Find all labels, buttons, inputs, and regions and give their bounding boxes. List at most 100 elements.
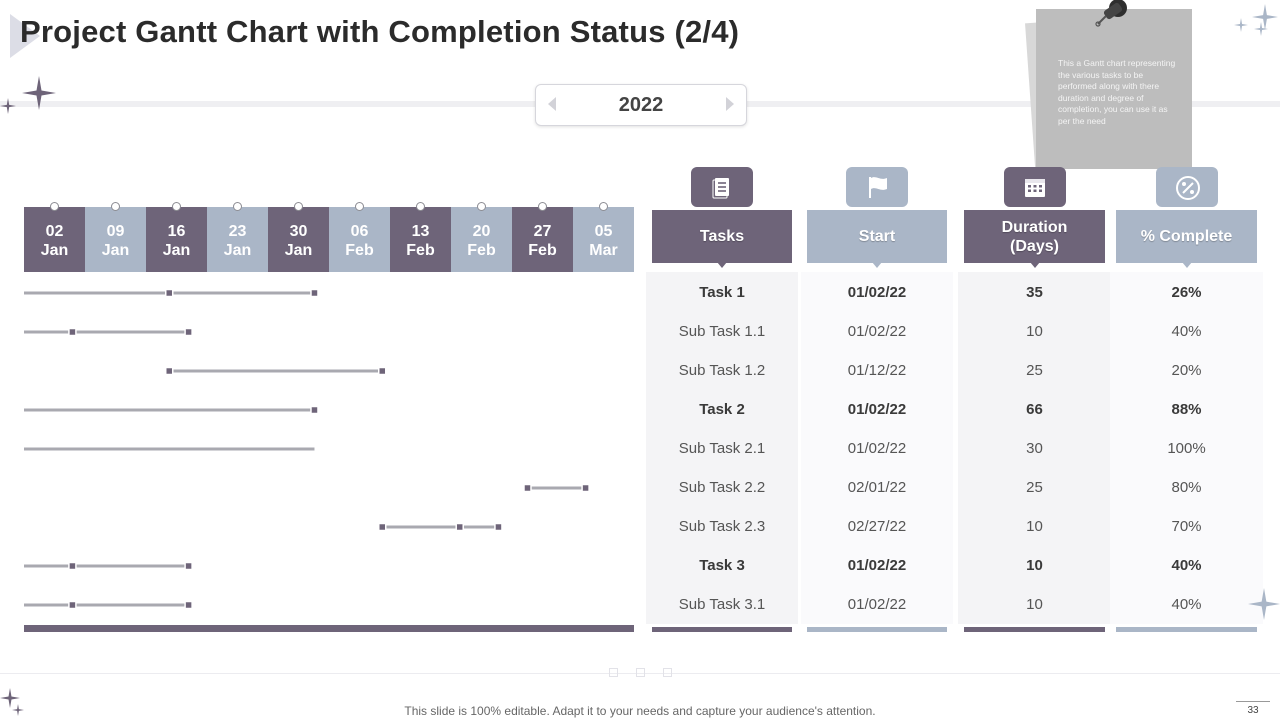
table-cell: 80% bbox=[1171, 479, 1202, 496]
gantt-bars bbox=[24, 288, 590, 610]
timeline-date: 30 Jan bbox=[268, 207, 329, 272]
sparkle-icon bbox=[12, 704, 24, 716]
table-cell: 88% bbox=[1171, 401, 1202, 418]
timeline-tick-dot bbox=[233, 202, 242, 211]
sparkle-icon bbox=[1234, 18, 1248, 32]
sparkle-icon bbox=[1252, 4, 1278, 30]
pushpin-icon bbox=[1095, 0, 1127, 27]
timeline-month-label: Jan bbox=[284, 242, 313, 259]
table-cell: 02/27/22 bbox=[847, 518, 907, 535]
gantt-progress-marker bbox=[164, 288, 174, 298]
year-selector[interactable]: 2022 bbox=[535, 84, 747, 126]
table-cell: 40% bbox=[1171, 557, 1202, 574]
gantt-bar bbox=[24, 288, 319, 298]
header-notch bbox=[717, 262, 727, 268]
table-cell: 10 bbox=[1026, 557, 1043, 574]
timeline-day-label: 30 bbox=[289, 223, 308, 240]
timeline-tick-dot bbox=[538, 202, 547, 211]
nav-dot[interactable] bbox=[636, 668, 645, 677]
timeline-tick-dot bbox=[416, 202, 425, 211]
gantt-bar bbox=[24, 561, 193, 571]
page-title: Project Gantt Chart with Completion Stat… bbox=[20, 14, 740, 49]
timeline-tick-dot bbox=[355, 202, 364, 211]
timeline-month-label: Feb bbox=[345, 242, 374, 259]
gantt-end-marker bbox=[310, 288, 319, 298]
timeline-footer-bar bbox=[24, 625, 634, 632]
timeline-month-label: Feb bbox=[528, 242, 557, 259]
nav-dot[interactable] bbox=[609, 668, 618, 677]
gantt-start-marker bbox=[378, 522, 387, 532]
chevron-right-icon[interactable] bbox=[726, 97, 734, 111]
gantt-progress-marker bbox=[68, 561, 77, 571]
gantt-start-marker bbox=[164, 366, 174, 376]
gantt-progress-marker bbox=[68, 327, 77, 337]
table-column-footer bbox=[807, 627, 947, 632]
checklist-icon bbox=[691, 167, 753, 207]
timeline-date: 13 Feb bbox=[390, 207, 451, 272]
sparkle-icon bbox=[1254, 22, 1268, 36]
table-column-footer bbox=[652, 627, 792, 632]
column-header: % Complete bbox=[1116, 210, 1257, 263]
timeline-date: 27 Feb bbox=[512, 207, 573, 272]
timeline-month-label: Mar bbox=[589, 242, 618, 259]
table-cell: 20% bbox=[1171, 362, 1202, 379]
timeline-date: 16 Jan bbox=[146, 207, 207, 272]
sparkle-icon bbox=[0, 98, 16, 114]
table-cell: 01/02/22 bbox=[847, 596, 907, 613]
table-cell: 26% bbox=[1171, 284, 1202, 301]
column-header: Start bbox=[807, 210, 947, 263]
gantt-end-marker bbox=[494, 522, 503, 532]
table-column-bg bbox=[958, 272, 1111, 624]
table-cell: 01/02/22 bbox=[847, 284, 907, 301]
table-cell: Task 3 bbox=[699, 557, 745, 574]
table-cell: 01/02/22 bbox=[847, 440, 907, 457]
gantt-end-marker bbox=[310, 405, 319, 415]
table-cell: 01/02/22 bbox=[847, 557, 907, 574]
gantt-end-marker bbox=[184, 561, 193, 571]
table-cell: Sub Task 1.1 bbox=[678, 323, 766, 340]
column-header: Duration (Days) bbox=[964, 210, 1105, 263]
timeline-month-label: Jan bbox=[101, 242, 130, 259]
gantt-bar bbox=[24, 600, 193, 610]
gantt-end-marker bbox=[184, 327, 193, 337]
timeline-day-label: 05 bbox=[594, 223, 613, 240]
timeline-month-label: Jan bbox=[223, 242, 252, 259]
timeline-date: 09 Jan bbox=[85, 207, 146, 272]
table-cell: 35 bbox=[1026, 284, 1043, 301]
gantt-bar bbox=[24, 327, 193, 337]
column-header: Tasks bbox=[652, 210, 792, 263]
calendar-icon bbox=[1003, 167, 1066, 207]
timeline-date: 20 Feb bbox=[451, 207, 512, 272]
timeline-day-label: 02 bbox=[45, 223, 64, 240]
timeline-tick-dot bbox=[50, 202, 59, 211]
nav-dot[interactable] bbox=[663, 668, 672, 677]
timeline-day-label: 09 bbox=[106, 223, 125, 240]
timeline-tick-dot bbox=[111, 202, 120, 211]
table-cell: Sub Task 2.3 bbox=[678, 518, 766, 535]
timeline-day-label: 23 bbox=[228, 223, 247, 240]
timeline-date: 23 Jan bbox=[207, 207, 268, 272]
table-column-bg bbox=[801, 272, 953, 624]
column-header-label: Duration (Days) bbox=[1001, 218, 1068, 255]
column-header-label: Start bbox=[858, 228, 896, 245]
title-accent bbox=[10, 14, 40, 58]
table-cell: 25 bbox=[1026, 479, 1043, 496]
chevron-left-icon[interactable] bbox=[548, 97, 556, 111]
sticky-note bbox=[1036, 9, 1192, 169]
timeline-month-label: Feb bbox=[467, 242, 496, 259]
timeline-month-label: Jan bbox=[40, 242, 69, 259]
sparkle-icon bbox=[0, 688, 20, 708]
gantt-progress-marker bbox=[455, 522, 464, 532]
timeline-tick-dot bbox=[172, 202, 181, 211]
timeline-month-label: Jan bbox=[162, 242, 191, 259]
header-notch bbox=[1029, 262, 1040, 268]
table-cell: Task 2 bbox=[699, 401, 745, 418]
table-cell: Sub Task 1.2 bbox=[678, 362, 766, 379]
table-cell: 01/02/22 bbox=[847, 401, 907, 418]
footer-text: This slide is 100% editable. Adapt it to… bbox=[404, 704, 876, 718]
timeline-day-label: 16 bbox=[167, 223, 186, 240]
table-cell: 40% bbox=[1171, 323, 1202, 340]
sticky-note-text: This a Gantt chart representing the vari… bbox=[1058, 58, 1176, 126]
sparkle-icon bbox=[1248, 588, 1280, 620]
timeline-tick-dot bbox=[599, 202, 608, 211]
